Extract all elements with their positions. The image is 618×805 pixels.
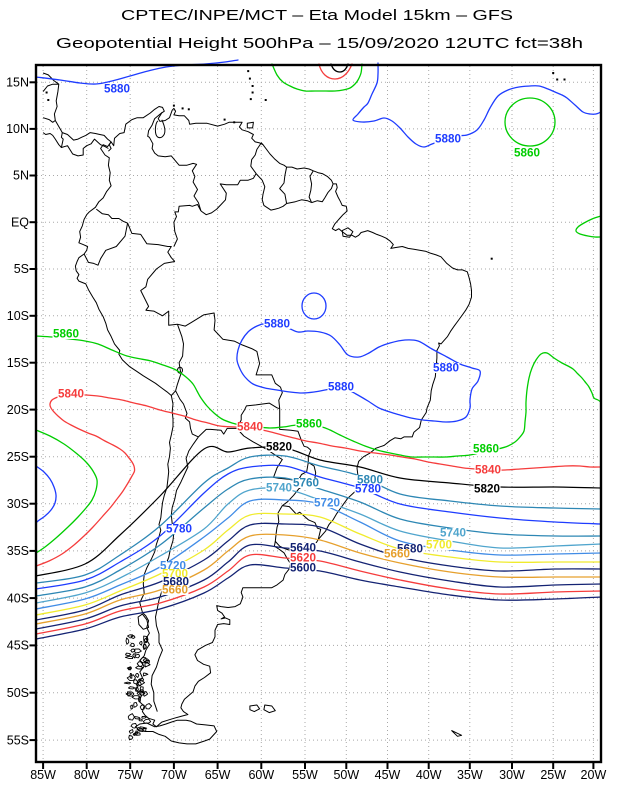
svg-text:5780: 5780 [355, 484, 381, 496]
svg-text:70W: 70W [161, 768, 187, 782]
svg-text:5640: 5640 [290, 543, 316, 555]
svg-text:25S: 25S [7, 450, 29, 464]
svg-text:5820: 5820 [266, 442, 292, 454]
svg-text:75W: 75W [117, 768, 143, 782]
svg-text:10N: 10N [6, 122, 29, 136]
svg-text:5860: 5860 [473, 444, 499, 456]
svg-text:65W: 65W [205, 768, 231, 782]
svg-text:35W: 35W [457, 768, 483, 782]
svg-text:45S: 45S [7, 639, 29, 653]
svg-text:55W: 55W [292, 768, 318, 782]
svg-text:15N: 15N [6, 76, 29, 90]
svg-text:25W: 25W [540, 768, 566, 782]
svg-text:5840: 5840 [58, 389, 84, 401]
svg-text:5880: 5880 [264, 319, 290, 331]
svg-text:40W: 40W [416, 768, 442, 782]
svg-text:5740: 5740 [266, 483, 292, 495]
svg-text:5840: 5840 [237, 422, 263, 434]
svg-text:15S: 15S [7, 356, 29, 370]
svg-text:5880: 5880 [433, 363, 459, 375]
svg-text:5860: 5860 [296, 419, 322, 431]
svg-text:20S: 20S [7, 403, 29, 417]
svg-text:55S: 55S [7, 733, 29, 747]
svg-text:60W: 60W [248, 768, 274, 782]
svg-text:30W: 30W [499, 768, 525, 782]
svg-text:20W: 20W [581, 768, 607, 782]
svg-text:5700: 5700 [426, 540, 452, 552]
svg-text:5780: 5780 [166, 524, 192, 536]
svg-text:5720: 5720 [314, 498, 340, 510]
svg-text:5860: 5860 [53, 329, 79, 341]
svg-text:50W: 50W [333, 768, 359, 782]
svg-text:5880: 5880 [104, 84, 130, 96]
svg-text:5820: 5820 [474, 484, 500, 496]
svg-text:5660: 5660 [162, 585, 188, 597]
svg-text:85W: 85W [30, 768, 56, 782]
svg-text:40S: 40S [7, 591, 29, 605]
svg-text:5880: 5880 [435, 134, 461, 146]
svg-text:CPTEC/INPE/MCT – Eta Model 15: CPTEC/INPE/MCT – Eta Model 15km – GFS [121, 7, 513, 24]
svg-text:5S: 5S [14, 262, 29, 276]
svg-text:30S: 30S [7, 497, 29, 511]
svg-text:5740: 5740 [440, 528, 466, 540]
svg-text:5620: 5620 [290, 553, 316, 565]
svg-text:45W: 45W [375, 768, 401, 782]
svg-text:Geopotential Height 500hPa – 1: Geopotential Height 500hPa – 15/09/2020 … [56, 35, 583, 52]
svg-text:5840: 5840 [475, 465, 501, 477]
svg-text:10S: 10S [7, 309, 29, 323]
svg-text:35S: 35S [7, 544, 29, 558]
svg-text:50S: 50S [7, 686, 29, 700]
svg-text:5660: 5660 [384, 549, 410, 561]
svg-text:5N: 5N [13, 169, 29, 183]
svg-text:80W: 80W [74, 768, 100, 782]
svg-text:5760: 5760 [293, 478, 319, 490]
svg-text:5880: 5880 [328, 382, 354, 394]
svg-text:5860: 5860 [514, 148, 540, 160]
svg-text:EQ: EQ [11, 215, 29, 229]
svg-text:5800: 5800 [357, 475, 383, 487]
svg-text:5600: 5600 [290, 563, 316, 575]
